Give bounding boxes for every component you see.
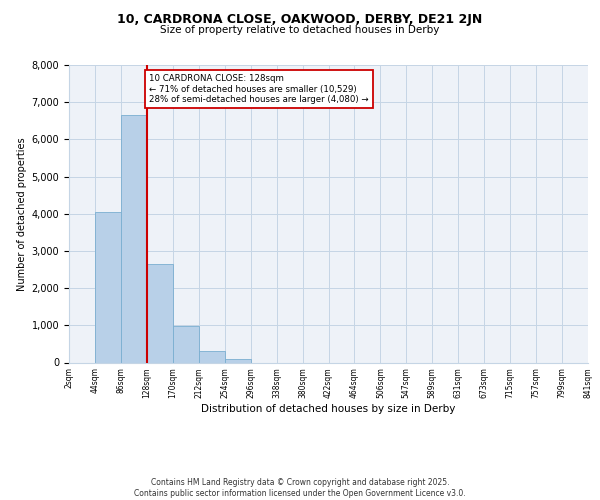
Text: Size of property relative to detached houses in Derby: Size of property relative to detached ho… [160, 25, 440, 35]
Y-axis label: Number of detached properties: Number of detached properties [17, 137, 28, 290]
Text: 10 CARDRONA CLOSE: 128sqm
← 71% of detached houses are smaller (10,529)
28% of s: 10 CARDRONA CLOSE: 128sqm ← 71% of detac… [149, 74, 369, 104]
Bar [147, 264, 173, 362]
Text: Contains HM Land Registry data © Crown copyright and database right 2025.
Contai: Contains HM Land Registry data © Crown c… [134, 478, 466, 498]
Bar [121, 115, 147, 362]
Text: 10, CARDRONA CLOSE, OAKWOOD, DERBY, DE21 2JN: 10, CARDRONA CLOSE, OAKWOOD, DERBY, DE21… [118, 12, 482, 26]
Bar [95, 212, 121, 362]
Bar [199, 350, 224, 362]
Bar [225, 359, 251, 362]
X-axis label: Distribution of detached houses by size in Derby: Distribution of detached houses by size … [202, 404, 455, 414]
Bar [173, 326, 199, 362]
